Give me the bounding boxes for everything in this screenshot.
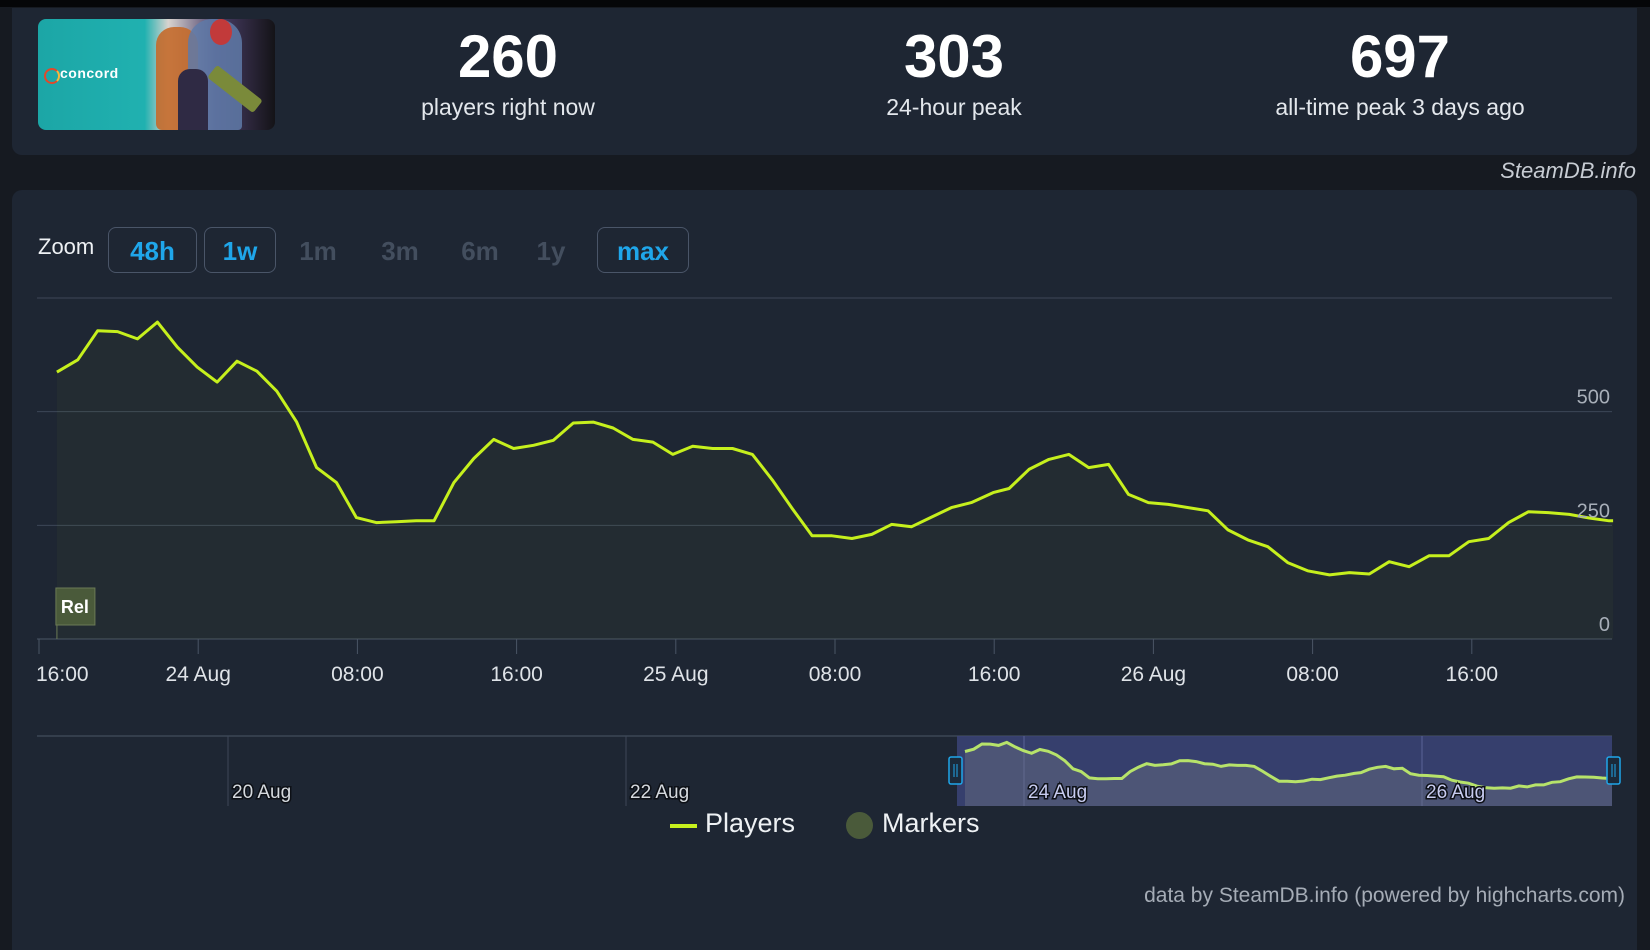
chart-credits-link[interactable]: data by SteamDB.info (powered by highcha… [1144, 884, 1625, 907]
x-tick-label: 26 Aug [1121, 663, 1186, 686]
x-tick-label: 08:00 [1286, 663, 1339, 686]
concord-logo-icon [44, 68, 60, 84]
legend-item-players[interactable]: Players [670, 808, 795, 839]
dot-swatch-icon [846, 812, 873, 839]
svg-text:Rel: Rel [61, 597, 89, 617]
navigator-tick-label: 20 Aug [232, 782, 291, 803]
x-tick-label: 16:00 [36, 663, 89, 686]
game-header-image[interactable]: concord [38, 19, 275, 130]
x-axis: 16:00 24 Aug 08:00 16:00 25 Aug 08:00 16:00 26 … [36, 639, 1498, 686]
y-axis: 0 250 500 [1577, 387, 1610, 636]
zoom-1m-button[interactable]: 1m [299, 236, 337, 266]
players-chart[interactable]: 0 250 500 16:00 24 Aug 08:00 16:00 25 Aug 08:00… [12, 190, 1637, 890]
stat-24h-peak: 303 24-hour peak [774, 22, 1134, 122]
x-tick-label: 24 Aug [165, 663, 230, 686]
stat-value: 697 [1349, 23, 1451, 90]
top-bar [0, 0, 1650, 7]
navigator[interactable]: 20 Aug 22 Aug 24 Aug 26 Aug [37, 735, 1621, 806]
navigator-tick-label: 26 Aug [1426, 782, 1485, 803]
chart-panel: Zoom 48h 1w 1m 3m 6m 1y max 0 250 500 16:0… [12, 190, 1637, 950]
zoom-48h-button[interactable]: 48h [108, 227, 197, 273]
game-logo-text: concord [60, 65, 119, 81]
stat-value: 303 [903, 23, 1005, 90]
x-tick-label: 08:00 [331, 663, 384, 686]
zoom-max-button[interactable]: max [597, 227, 689, 273]
stat-value: 260 [457, 23, 559, 90]
stat-label: 24-hour peak [886, 94, 1022, 120]
navigator-right-handle[interactable] [1606, 756, 1621, 785]
legend-label: Players [705, 808, 796, 838]
plot-area [56, 320, 1614, 577]
y-tick-label: 500 [1577, 387, 1610, 409]
zoom-1y-button[interactable]: 1y [536, 236, 566, 266]
stat-label: players right now [421, 94, 595, 120]
y-tick-label: 250 [1577, 500, 1610, 522]
x-tick-label: 16:00 [968, 663, 1021, 686]
players-series-line[interactable] [56, 320, 1614, 577]
zoom-1w-button[interactable]: 1w [204, 227, 276, 273]
line-swatch-icon [670, 824, 697, 828]
zoom-label: Zoom [38, 234, 95, 259]
release-marker-flag[interactable]: Rel [55, 587, 96, 639]
steamdb-brand-link[interactable]: SteamDB.info [1500, 158, 1636, 183]
x-tick-label: 16:00 [490, 663, 543, 686]
stat-players-now: 260 players right now [328, 22, 688, 122]
chart-grid [37, 297, 1612, 640]
zoom-3m-button[interactable]: 3m [381, 236, 419, 266]
x-tick-label: 25 Aug [643, 663, 708, 686]
character-art [178, 69, 208, 130]
stats-panel: concord 260 players right now 303 24-hou… [12, 8, 1637, 155]
legend-label: Markers [882, 808, 980, 838]
stat-all-time-peak: 697 all-time peak 3 days ago [1220, 22, 1580, 122]
y-tick-label: 0 [1599, 614, 1610, 636]
navigator-tick-label: 22 Aug [630, 782, 689, 803]
stat-label: all-time peak 3 days ago [1275, 94, 1525, 120]
zoom-6m-button[interactable]: 6m [461, 236, 499, 266]
x-tick-label: 16:00 [1446, 663, 1499, 686]
x-tick-label: 08:00 [809, 663, 862, 686]
navigator-left-handle[interactable] [948, 756, 963, 785]
navigator-tick-label: 24 Aug [1028, 782, 1087, 803]
character-art [210, 19, 232, 45]
legend-item-markers[interactable]: Markers [846, 808, 980, 839]
